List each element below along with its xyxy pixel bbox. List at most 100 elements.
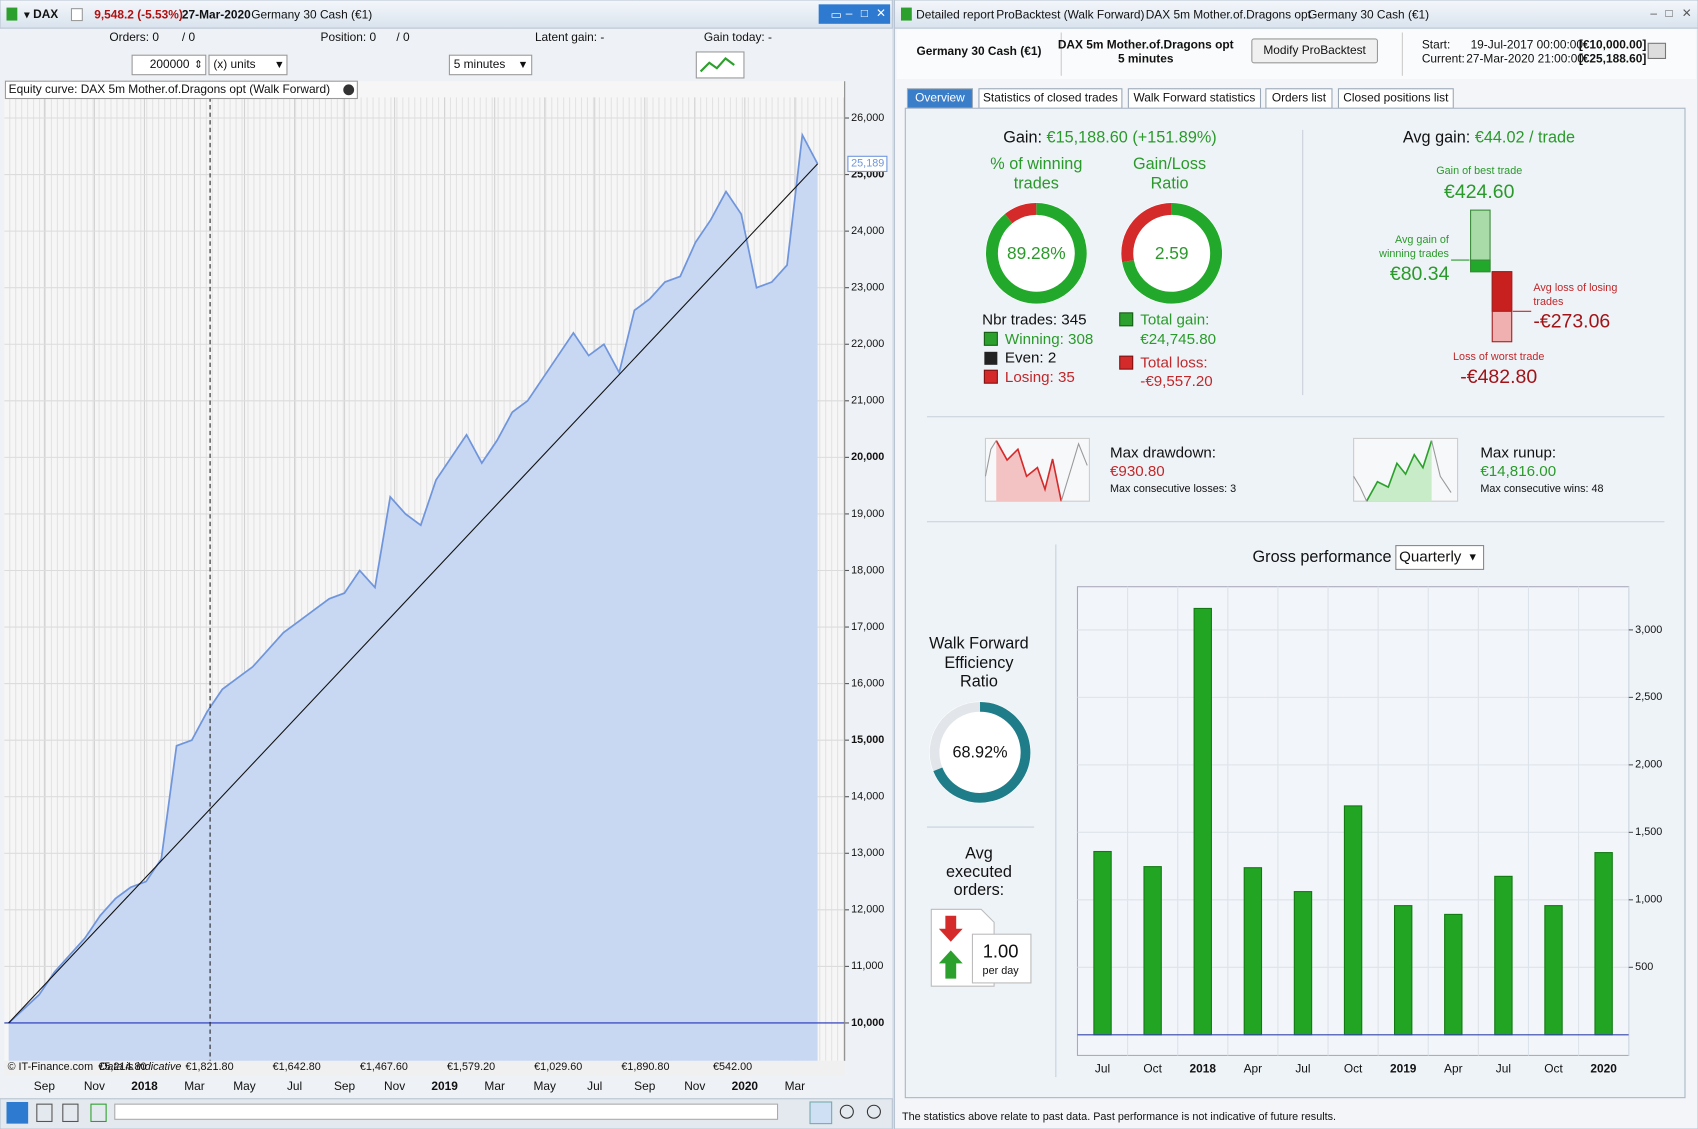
x-tick-label: Jul [287,1079,302,1093]
tool-button[interactable] [36,1103,53,1123]
current-label: Current: [1422,52,1465,66]
runup-sparkline [1365,440,1433,502]
x-tick-label: May [233,1079,256,1093]
avg-win-title: winning trades [1378,248,1449,260]
units-select[interactable] [208,54,288,76]
maximize-button[interactable]: □ [861,6,868,20]
gain-label: Gain: [1003,129,1042,147]
y-tick-label: 17,000 [851,621,884,633]
zoom-button[interactable] [809,1101,833,1125]
period-gain: €1,579.20 [447,1061,495,1073]
left-title-bar [0,0,893,29]
share-button[interactable] [6,1101,29,1124]
period-gain: €1,890.80 [621,1061,669,1073]
avg-loss: -€273.06 [1533,311,1610,333]
window-controls [818,4,891,24]
x-tick-label: 2018 [1190,1062,1217,1076]
y-tick-label: 500 [1635,961,1653,973]
minimize-button[interactable]: – [1650,6,1657,20]
start-date: 19-Jul-2017 00:00:00 [1471,38,1584,52]
spinner[interactable]: ⇕ [194,59,203,71]
scrollbar[interactable] [114,1103,779,1120]
period-gain: €542.00 [713,1061,752,1073]
drawdown-value: €930.80 [1110,463,1165,480]
keyboard-icon[interactable]: ▭ [831,7,842,21]
instrument: Germany 30 Cash (€1) [251,7,372,21]
quote: 9,548.2 (-5.53%) [94,7,183,21]
total-loss-label: Total loss: [1140,355,1207,372]
x-tick-label: Mar [785,1079,806,1093]
x-tick-label: Sep [334,1079,356,1093]
legend-winning [983,331,998,346]
close-button[interactable]: ✕ [1682,6,1692,20]
loss-arc [1004,202,1037,224]
trendline [8,163,818,1024]
tab-label: Walk Forward statistics [1134,91,1256,105]
y-tick-label: 11,000 [851,960,883,972]
tab-label: Overview [915,91,965,105]
sparkline-gray [1353,476,1368,502]
gain-strip [4,1060,845,1077]
start-label: Start: [1422,38,1450,52]
quantity-input[interactable] [131,54,207,76]
y-tick-label: 13,000 [851,847,884,859]
x-tick-label: 2020 [1590,1062,1617,1076]
print-button[interactable] [1647,42,1667,59]
runup-consecutive: Max consecutive wins: 48 [1480,483,1603,495]
minimize-button[interactable]: – [846,6,853,20]
x-tick-label: 2020 [732,1079,759,1093]
win-arc [985,202,1087,304]
wfe-title: Ratio [960,672,998,690]
copyright: © IT-Finance.com [8,1061,94,1073]
wfe-title: Walk Forward [929,634,1029,652]
x-tick-label: Sep [34,1079,56,1093]
x-tick-label: Mar [484,1079,505,1093]
x-tick-label: 2018 [131,1079,158,1093]
x-tick-label: May [533,1079,556,1093]
zoom-in-button[interactable] [866,1104,881,1119]
sparkline-gray [1060,442,1088,502]
donut-bg [1120,202,1223,305]
worst-trade: -€482.80 [1460,366,1537,388]
y-tick-label: 23,000 [851,282,884,294]
wfe-value: 68.92% [952,744,1007,762]
wfe-title: Efficiency [944,654,1014,672]
timeframe-select[interactable] [448,54,533,76]
position-total: / 0 [396,30,410,44]
gross-title: Gross performance [1253,548,1392,566]
wfe-arc [933,702,1031,803]
header-instrument: Germany 30 Cash (€1) [916,44,1041,58]
runup-area [1366,440,1432,502]
loss-arc [1121,202,1172,263]
tool-button[interactable] [62,1103,79,1123]
info-icon[interactable] [70,8,83,22]
date: 27-Mar-2020 [182,7,251,21]
x-tick-label: Nov [84,1079,105,1093]
report-instrument: Germany 30 Cash (€1) [1308,7,1429,21]
period-select[interactable] [1395,545,1485,570]
total-gain: €24,745.80 [1140,331,1216,348]
x-tick-label: Jul [1496,1062,1511,1076]
total-loss: -€9,557.20 [1140,373,1212,390]
x-tick-label: Mar [184,1079,205,1093]
ratio-title: Ratio [1151,174,1189,192]
modify-button-label: Modify ProBacktest [1263,43,1366,57]
bar [1444,913,1463,1036]
modify-button[interactable] [1251,38,1378,64]
tool-button[interactable] [90,1103,107,1123]
current-date: 27-Mar-2020 21:00:00 [1466,52,1584,66]
orders-unit: per day [983,965,1020,977]
avg-win: €80.34 [1390,263,1450,285]
win-rate-title: % of winning [990,155,1082,173]
maximize-button[interactable]: □ [1666,6,1673,20]
symbol-dropdown[interactable]: ▾ DAX [24,7,58,21]
close-button[interactable]: ✕ [876,6,886,20]
select-arrow: ▼ [274,59,285,71]
bar [1594,852,1613,1036]
zoom-out-button[interactable] [839,1104,854,1119]
period: Quarterly [1399,548,1462,565]
runup-label: Max runup: [1480,445,1556,462]
close-indicator[interactable] [343,84,355,96]
y-tick-label: 2,500 [1635,691,1662,703]
